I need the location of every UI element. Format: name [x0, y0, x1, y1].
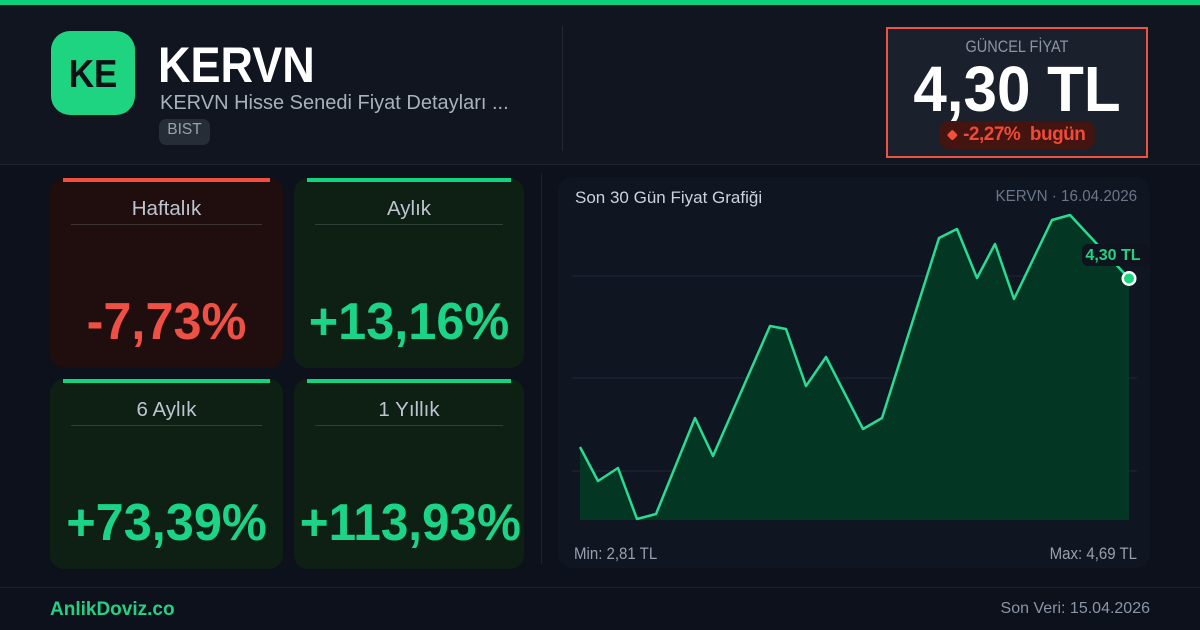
svg-text:4,30 TL: 4,30 TL: [1085, 247, 1140, 264]
